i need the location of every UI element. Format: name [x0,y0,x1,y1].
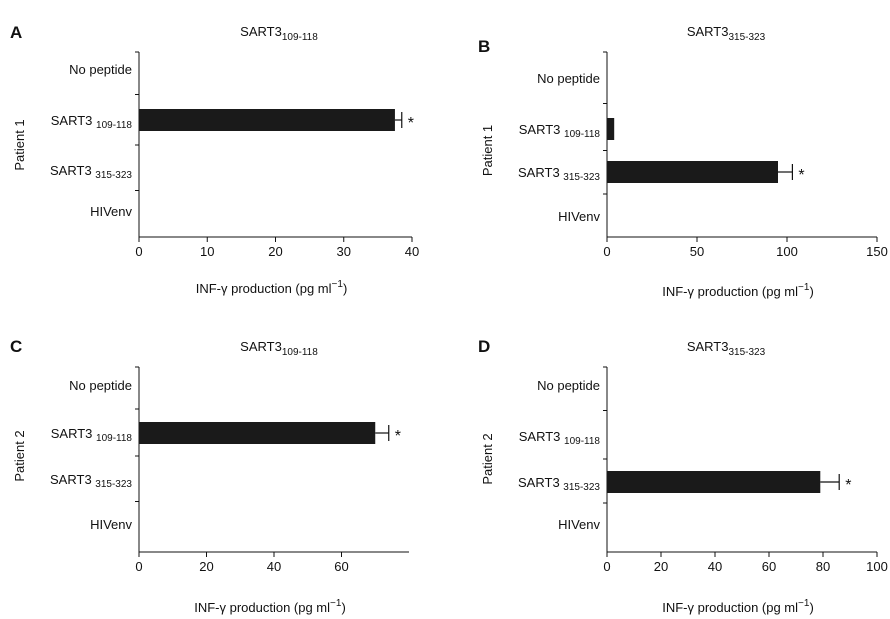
x-tick-label: 0 [135,244,142,259]
category-label: SART3 109-118 [519,429,601,447]
x-tick-label: 30 [337,244,351,259]
significance-star: * [408,115,414,132]
group-label: Patient 1 [480,125,495,176]
x-tick-label: 20 [199,559,213,574]
category-label: SART3 315-323 [518,475,600,493]
category-label: SART3 315-323 [518,165,600,183]
x-tick-label: 40 [708,559,722,574]
panel-title: SART3315-323 [687,24,766,43]
group-label: Patient 2 [12,430,27,481]
category-label: SART3 315-323 [50,163,132,181]
x-tick-label: 60 [334,559,348,574]
panel-a: A SART3109-118 0 10 20 30 40 No peptide SART3 10… [10,23,419,296]
bar [607,471,821,493]
x-tick-label: 20 [268,244,282,259]
panel-title: SART3109-118 [240,339,318,358]
x-axis-title: INF-γ production (pg ml−1) [662,282,814,299]
panel-label: A [10,23,22,42]
group-label: Patient 1 [12,119,27,170]
category-label: No peptide [537,378,600,393]
significance-star: * [395,428,401,445]
significance-star: * [798,167,804,184]
x-tick-label: 150 [866,244,888,259]
x-tick-label: 40 [267,559,281,574]
x-tick-label: 10 [200,244,214,259]
group-label: Patient 2 [480,433,495,484]
panel-label: B [478,37,490,56]
panel-c: C SART3109-118 0 20 40 60 No peptide SART3 109-… [10,337,409,615]
panel-b: B SART3315-323 0 50 100 150 No peptide SART3 10… [478,24,888,299]
category-label: HIVenv [558,209,600,224]
category-label: No peptide [69,378,132,393]
x-tick-label: 100 [776,244,798,259]
significance-star: * [845,477,851,494]
category-label: HIVenv [90,517,132,532]
bar [139,422,376,444]
x-tick-label: 40 [405,244,419,259]
panel-label: D [478,337,490,356]
panel-title: SART3315-323 [687,339,766,358]
bar [607,118,615,140]
panel-title: SART3109-118 [240,24,318,43]
bar [607,161,778,183]
bar [139,109,395,131]
x-tick-label: 20 [654,559,668,574]
category-label: SART3 109-118 [51,113,133,131]
category-label: SART3 109-118 [51,426,133,444]
x-tick-label: 0 [603,244,610,259]
x-tick-label: 0 [135,559,142,574]
x-axis-title: INF-γ production (pg ml−1) [196,279,348,296]
x-tick-label: 0 [603,559,610,574]
category-label: SART3 315-323 [50,472,132,490]
x-axis-title: INF-γ production (pg ml−1) [662,598,814,615]
panel-label: C [10,337,22,356]
x-tick-label: 100 [866,559,888,574]
category-label: SART3 109-118 [519,122,601,140]
category-label: No peptide [69,62,132,77]
panel-d: D SART3315-323 0 20 40 60 80 100 No peptide SART3… [478,337,888,615]
x-axis-title: INF-γ production (pg ml−1) [194,598,346,615]
x-tick-label: 60 [762,559,776,574]
category-label: No peptide [537,71,600,86]
category-label: HIVenv [558,517,600,532]
x-tick-label: 50 [690,244,704,259]
x-tick-label: 80 [816,559,830,574]
category-label: HIVenv [90,204,132,219]
